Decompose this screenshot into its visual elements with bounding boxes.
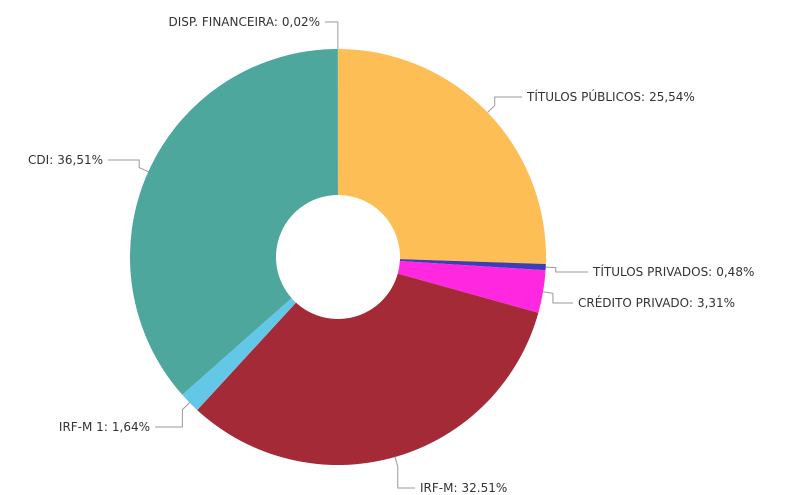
slice-label: DISP. FINANCEIRA: 0,02% <box>168 15 320 29</box>
leader-line <box>545 266 588 273</box>
slice-value: 0,48% <box>716 265 754 279</box>
leader-line <box>542 291 573 304</box>
leader-line <box>325 21 339 50</box>
slice <box>182 298 297 411</box>
slice-value: 32.51% <box>462 481 508 495</box>
slice-value: 36,51% <box>57 153 103 167</box>
slice <box>197 273 539 465</box>
slice-value: 3,31% <box>697 296 735 310</box>
slice-label: CRÉDITO PRIVADO: 3,31% <box>578 295 735 310</box>
slice-category: CRÉDITO PRIVADO: <box>578 295 693 310</box>
slice-label: TÍTULOS PÚBLICOS: 25,54% <box>526 89 695 104</box>
leader-line <box>108 159 149 173</box>
slice <box>129 49 338 395</box>
slice <box>338 49 546 265</box>
slice-category: IRF-M: <box>420 481 458 495</box>
slice-category: IRF-M 1: <box>59 420 108 434</box>
leader-line <box>394 456 415 489</box>
slice-label: IRF-M: 32.51% <box>420 481 507 495</box>
leader-line <box>487 96 522 113</box>
slice-category: CDI: <box>28 153 53 167</box>
slice-value: 0,02% <box>282 15 320 29</box>
slice <box>399 259 546 271</box>
slice-category: TÍTULOS PRIVADOS: <box>592 264 712 279</box>
slice-label: CDI: 36,51% <box>28 153 103 167</box>
slice-value: 1,64% <box>112 420 150 434</box>
slice <box>397 260 546 313</box>
slice-category: TÍTULOS PÚBLICOS: <box>526 89 645 104</box>
leader-line <box>155 402 190 428</box>
slice-label: IRF-M 1: 1,64% <box>59 420 150 434</box>
slice-value: 25,54% <box>649 90 695 104</box>
slice-category: DISP. FINANCEIRA: <box>168 15 277 29</box>
slice-label: TÍTULOS PRIVADOS: 0,48% <box>592 264 754 279</box>
